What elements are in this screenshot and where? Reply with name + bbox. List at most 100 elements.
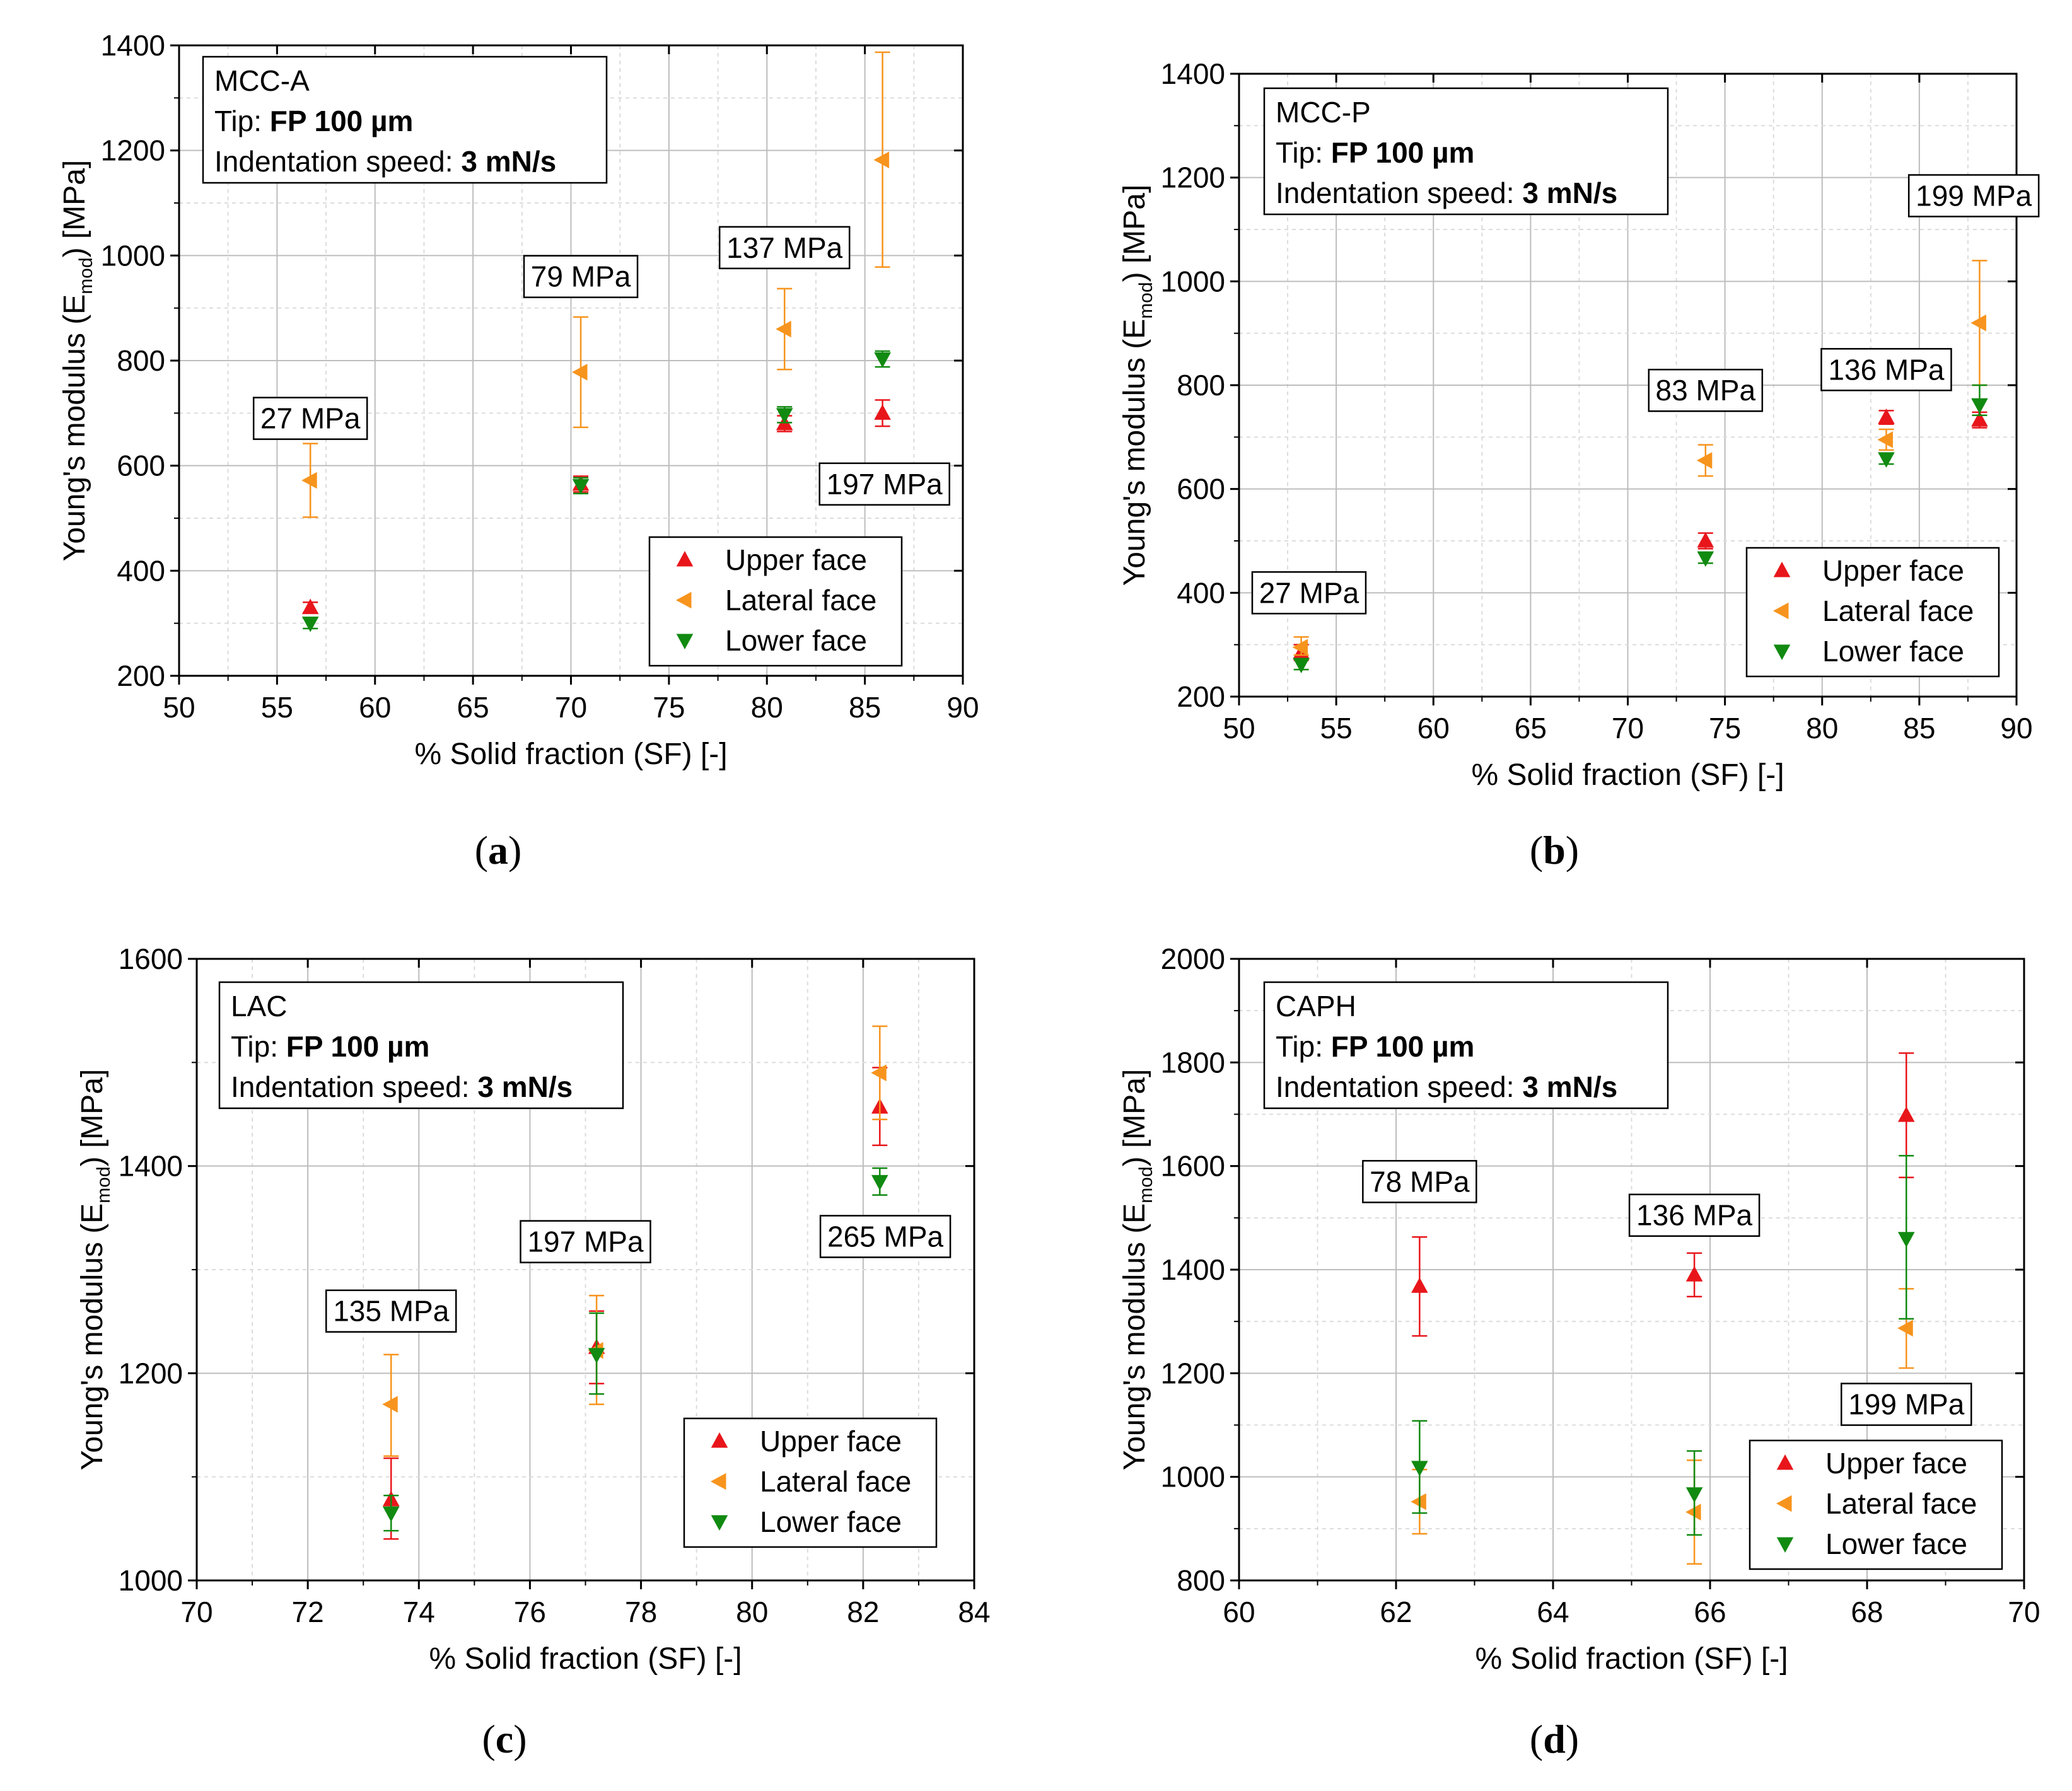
annotation-box: 265 MPa bbox=[819, 1215, 952, 1258]
panel-letter: (c) bbox=[482, 1717, 527, 1761]
data-point bbox=[572, 478, 590, 495]
data-point bbox=[1685, 1487, 1703, 1503]
x-tick-label: 82 bbox=[847, 1596, 879, 1628]
annotation-box: 137 MPa bbox=[718, 226, 851, 270]
annotation-text: 199 MPa bbox=[1848, 1388, 1965, 1421]
legend-marker bbox=[1773, 562, 1791, 577]
material-label: LAC bbox=[231, 990, 287, 1023]
legend: Upper face Lateral face Lower face bbox=[648, 536, 903, 667]
data-point bbox=[871, 1064, 887, 1082]
data-point bbox=[572, 364, 588, 381]
speed-label: Indentation speed: 3 mN/s bbox=[1276, 1070, 1617, 1103]
y-tick-label: 200 bbox=[117, 659, 165, 692]
y-tick-label: 200 bbox=[1177, 680, 1225, 713]
data-point bbox=[1897, 1106, 1915, 1122]
x-tick-label: 80 bbox=[736, 1596, 768, 1628]
y-tick-label: 1200 bbox=[1161, 1357, 1225, 1389]
x-tick-label: 80 bbox=[1806, 712, 1838, 745]
data-point bbox=[1878, 452, 1895, 468]
y-tick-label: 1600 bbox=[1161, 1150, 1225, 1183]
legend-label: Lateral face bbox=[1822, 594, 1974, 627]
legend-label: Lower face bbox=[1825, 1527, 1967, 1560]
data-point bbox=[382, 1506, 400, 1522]
x-tick-label: 75 bbox=[653, 691, 685, 724]
y-tick-label: 1400 bbox=[1161, 57, 1225, 90]
legend-label: Upper face bbox=[725, 543, 867, 576]
data-point bbox=[1697, 532, 1714, 548]
y-tick-label: 1600 bbox=[119, 942, 183, 975]
annotation-text: 197 MPa bbox=[827, 468, 943, 501]
y-tick-label: 400 bbox=[1177, 576, 1225, 609]
series-upper-face bbox=[1411, 1052, 1915, 1337]
chart-panel-b: 50 55 60 65 70 75 80 85 90 200 400 600 800 1000 1200 14… bbox=[1118, 57, 2040, 872]
data-point bbox=[382, 1396, 398, 1413]
legend-marker bbox=[676, 634, 694, 649]
y-tick-label: 1400 bbox=[119, 1150, 183, 1183]
info-box: CAPH Tip: FP 100 µm Indentation speed: 3 m… bbox=[1263, 981, 1669, 1110]
material-label: MCC-A bbox=[214, 64, 310, 97]
panel-letter: (a) bbox=[475, 828, 522, 872]
annotation-text: 78 MPa bbox=[1370, 1165, 1470, 1198]
y-axis-label: Young's modulus (Emod) [MPa] bbox=[58, 160, 96, 562]
annotation-box: 199 MPa bbox=[1841, 1382, 1972, 1426]
data-point bbox=[1897, 1232, 1915, 1248]
annotation-text: 27 MPa bbox=[1259, 576, 1359, 609]
material-label: CAPH bbox=[1276, 990, 1356, 1023]
x-tick-label: 60 bbox=[1417, 712, 1450, 745]
x-tick-label: 65 bbox=[457, 691, 489, 724]
data-point bbox=[301, 617, 319, 632]
x-tick-label: 70 bbox=[180, 1596, 212, 1628]
panel-letter: (d) bbox=[1530, 1717, 1579, 1761]
y-tick-label: 400 bbox=[117, 554, 165, 587]
data-point bbox=[1696, 452, 1713, 469]
legend: Upper face Lateral face Lower face bbox=[1745, 547, 2000, 678]
data-point bbox=[1971, 411, 1988, 427]
series-upper-face bbox=[301, 399, 891, 615]
y-tick-label: 600 bbox=[1177, 473, 1225, 506]
y-tick-label: 600 bbox=[117, 449, 165, 482]
data-point bbox=[588, 1348, 605, 1364]
series-lower-face bbox=[301, 350, 891, 632]
x-tick-label: 76 bbox=[514, 1596, 546, 1628]
data-point bbox=[1293, 658, 1310, 673]
annotation-box: 27 MPa bbox=[252, 397, 368, 440]
panel-letter: (b) bbox=[1530, 828, 1579, 872]
annotation-text: 27 MPa bbox=[260, 402, 361, 435]
x-tick-label: 66 bbox=[1694, 1596, 1726, 1628]
y-axis-label: Young's modulus (Emod) [MPa] bbox=[76, 1069, 114, 1471]
x-tick-label: 64 bbox=[1537, 1596, 1569, 1628]
annotation-box: 136 MPa bbox=[1628, 1193, 1761, 1237]
x-tick-label: 50 bbox=[1223, 712, 1255, 745]
x-tick-label: 70 bbox=[555, 691, 587, 724]
series-lower-face bbox=[1293, 384, 1988, 673]
data-point bbox=[873, 151, 890, 168]
annotation-text: 136 MPa bbox=[1636, 1199, 1753, 1232]
material-label: MCC-P bbox=[1276, 96, 1371, 129]
y-tick-label: 1000 bbox=[119, 1564, 183, 1597]
series-lower-face bbox=[382, 1167, 888, 1532]
legend-marker bbox=[1773, 644, 1791, 660]
y-tick-label: 1400 bbox=[1161, 1253, 1225, 1286]
annotation-text: 137 MPa bbox=[726, 231, 843, 264]
tip-label: Tip: FP 100 µm bbox=[231, 1030, 429, 1063]
annotation-box: 83 MPa bbox=[1648, 368, 1764, 412]
data-point bbox=[1292, 639, 1308, 656]
annotation-box: 135 MPa bbox=[325, 1289, 457, 1333]
x-axis-label: % Solid fraction (SF) [-] bbox=[1471, 758, 1784, 792]
annotation-text: 265 MPa bbox=[827, 1220, 944, 1253]
x-tick-label: 85 bbox=[849, 691, 881, 724]
annotation-text: 135 MPa bbox=[333, 1295, 450, 1328]
x-tick-label: 65 bbox=[1515, 712, 1547, 745]
annotation-box: 78 MPa bbox=[1362, 1160, 1477, 1203]
x-tick-label: 78 bbox=[625, 1596, 657, 1628]
legend-label: Lower face bbox=[725, 624, 867, 657]
y-tick-label: 1000 bbox=[101, 239, 165, 272]
data-point bbox=[1411, 1493, 1426, 1510]
annotation-box: 197 MPa bbox=[520, 1220, 651, 1263]
annotation-text: 79 MPa bbox=[531, 260, 631, 293]
y-tick-label: 800 bbox=[1177, 1564, 1225, 1597]
data-point bbox=[776, 408, 793, 424]
annotation-text: 197 MPa bbox=[527, 1226, 644, 1258]
chart-panel-d: 60 62 64 66 68 70 800 1000 1200 1400 1600 1800 2000%… bbox=[1118, 942, 2040, 1761]
data-point bbox=[1411, 1461, 1428, 1476]
